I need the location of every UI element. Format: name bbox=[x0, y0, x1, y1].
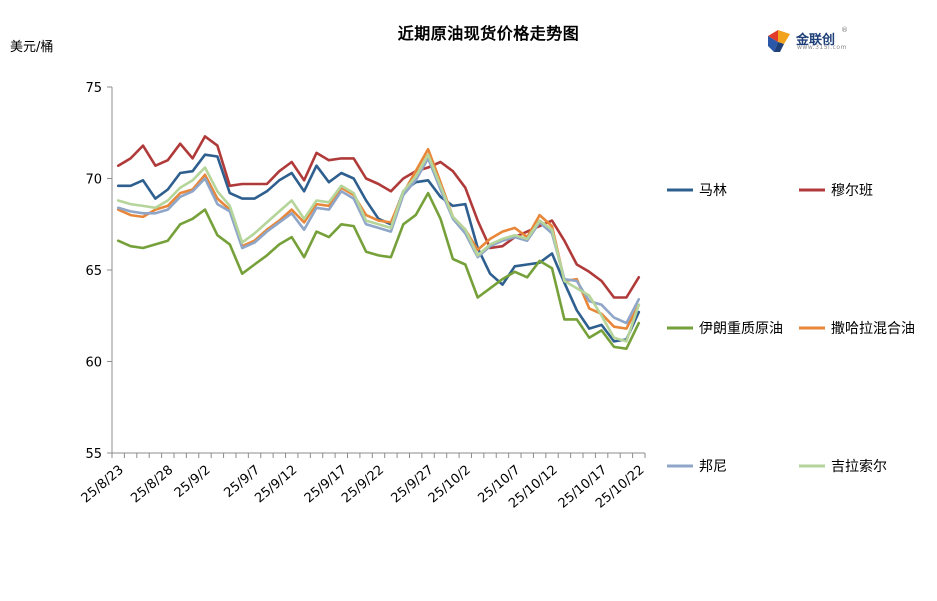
brand-logo-icon bbox=[768, 30, 790, 52]
x-tick-label: 25/8/23 bbox=[79, 463, 127, 507]
y-tick-label: 55 bbox=[85, 447, 102, 462]
y-tick-label: 70 bbox=[85, 173, 102, 188]
logo-url: www.315i.com bbox=[797, 44, 847, 51]
legend-label: 马林 bbox=[699, 183, 727, 199]
legend-label: 穆尔班 bbox=[831, 183, 873, 199]
y-tick-label: 75 bbox=[85, 81, 102, 96]
series-line-3 bbox=[116, 191, 641, 351]
x-tick-label: 25/8/28 bbox=[128, 463, 176, 507]
logo-registered-mark: ® bbox=[841, 26, 848, 34]
x-tick-label: 25/9/2 bbox=[172, 463, 214, 501]
x-tick-label: 25/10/2 bbox=[426, 463, 474, 507]
y-tick-label: 60 bbox=[85, 356, 102, 371]
x-tick-label: 25/9/12 bbox=[252, 463, 300, 507]
legend-label: 邦尼 bbox=[699, 459, 727, 475]
legend-label: 撒哈拉混合油 bbox=[831, 321, 915, 337]
y-tick-label: 65 bbox=[85, 264, 102, 279]
chart-title: 近期原油现货价格走势图 bbox=[397, 24, 580, 43]
legend-label: 伊朗重质原油 bbox=[699, 321, 783, 337]
logo-name: 金联创 bbox=[796, 33, 836, 48]
series-line-1 bbox=[116, 153, 641, 343]
x-tick-label: 25/9/22 bbox=[339, 463, 387, 507]
y-axis-unit: 美元/桶 bbox=[10, 40, 54, 55]
series-line-6 bbox=[116, 153, 641, 343]
series-line-4 bbox=[116, 147, 641, 330]
series-lines bbox=[116, 135, 641, 351]
legend-label: 吉拉索尔 bbox=[831, 458, 887, 475]
series-line-2 bbox=[116, 135, 641, 299]
